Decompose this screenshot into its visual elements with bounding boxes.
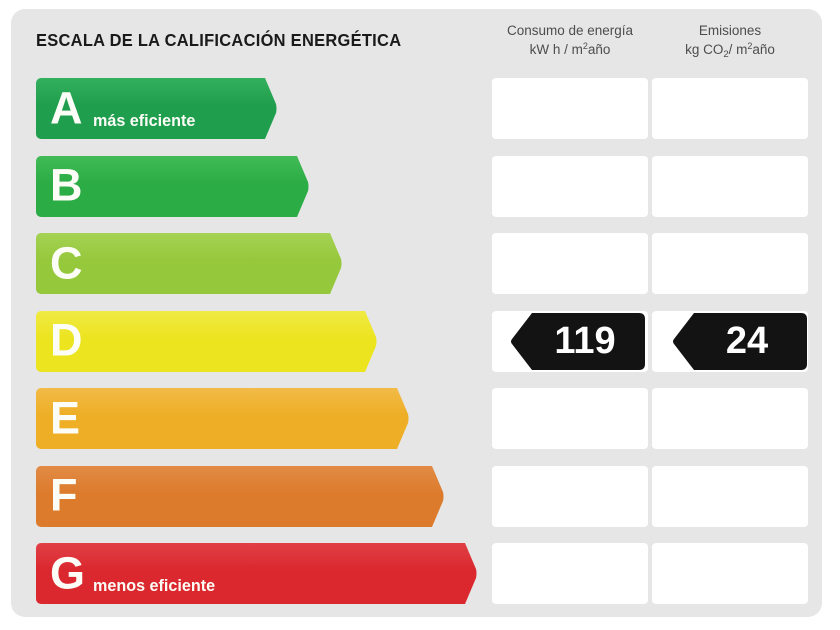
rating-bar-arrow-icon — [451, 543, 477, 604]
rating-bar-body — [36, 388, 383, 449]
rating-bar-b: B — [36, 155, 309, 217]
rating-bar-body — [36, 78, 251, 139]
rating-bar-note: menos eficiente — [93, 576, 216, 595]
rating-letter: E — [50, 392, 80, 444]
rating-bar-arrow-icon — [316, 233, 342, 294]
page-title: ESCALA DE LA CALIFICACIÓN ENERGÉTICA — [36, 30, 402, 50]
value-cell-emisiones-b — [652, 155, 808, 217]
value-cell-consumo-b — [492, 155, 648, 217]
value-cell-consumo-a — [492, 78, 648, 139]
consumo-unit-suffix: año — [587, 42, 611, 57]
rating-bar-d: D — [36, 310, 377, 372]
value-cell-consumo-g — [492, 543, 648, 604]
rating-bar-e: E — [36, 388, 409, 449]
rating-bar-body — [36, 310, 351, 372]
rating-bar-arrow-icon — [251, 78, 277, 139]
rating-bar-body — [36, 233, 316, 294]
column-header-consumo: Consumo de energía kW h / m2año — [492, 21, 648, 61]
rating-letter: A — [50, 82, 82, 134]
rating-letter: G — [50, 547, 85, 599]
value-cell-emisiones-a — [652, 78, 808, 139]
value-cell-emisiones-c — [652, 233, 808, 294]
rating-bar-body — [36, 155, 283, 217]
rating-row-c: C — [11, 227, 822, 297]
rating-row-f: F — [11, 460, 822, 530]
rating-row-d: D 119 24 — [11, 305, 822, 375]
value-cell-emisiones-f — [652, 465, 808, 527]
value-cell-emisiones-e — [652, 388, 808, 449]
value-badge-consumo: 119 — [511, 312, 645, 370]
emisiones-unit-suffix: año — [752, 42, 775, 57]
rating-row-b: B — [11, 150, 822, 220]
value-cell-consumo-c — [492, 233, 648, 294]
label-panel: ESCALA DE LA CALIFICACIÓN ENERGÉTICA Con… — [11, 9, 822, 617]
consumo-unit-prefix: kW h / m — [529, 42, 583, 57]
value-cell-emisiones-g — [652, 543, 808, 604]
emisiones-unit-prefix: kg CO — [685, 42, 724, 57]
label-header: ESCALA DE LA CALIFICACIÓN ENERGÉTICA Con… — [11, 9, 822, 72]
column-header-emisiones-line2: kg CO2/ m2año — [652, 40, 808, 61]
column-header-consumo-line1: Consumo de energía — [506, 23, 634, 38]
column-header-emisiones: Emisiones kg CO2/ m2año — [652, 21, 808, 61]
value-badge-emisiones: 24 — [673, 312, 807, 370]
column-header-consumo-line2: kW h / m2año — [492, 40, 648, 61]
rating-letter: F — [50, 469, 77, 521]
rating-bar-arrow-icon — [418, 465, 444, 527]
value-cell-consumo-f — [492, 465, 648, 527]
emisiones-unit-mid: / m — [728, 42, 748, 57]
rating-bar-arrow-icon — [351, 310, 377, 372]
rating-letter: D — [50, 314, 82, 366]
rating-bar-arrow-icon — [283, 155, 309, 217]
rating-letter: B — [50, 159, 82, 211]
value-badge-text-consumo: 119 — [554, 320, 616, 362]
column-header-emisiones-line1: Emisiones — [698, 23, 762, 38]
emisiones-unit-subscript: 2 — [723, 49, 729, 60]
emisiones-unit-superscript: 2 — [747, 41, 753, 51]
rating-bar-c: C — [36, 233, 342, 294]
consumo-unit-superscript: 2 — [582, 41, 588, 51]
rating-bar-body — [36, 465, 418, 527]
rating-bar-body — [36, 543, 451, 604]
rating-bar-arrow-icon — [383, 388, 409, 449]
rating-bar-note: más eficiente — [93, 111, 196, 130]
rating-row-e: E — [11, 382, 822, 452]
rating-bar-f: F — [36, 465, 444, 527]
value-badge-text-emisiones: 24 — [725, 320, 769, 362]
value-cell-consumo-e — [492, 388, 648, 449]
rating-letter: C — [50, 237, 82, 289]
